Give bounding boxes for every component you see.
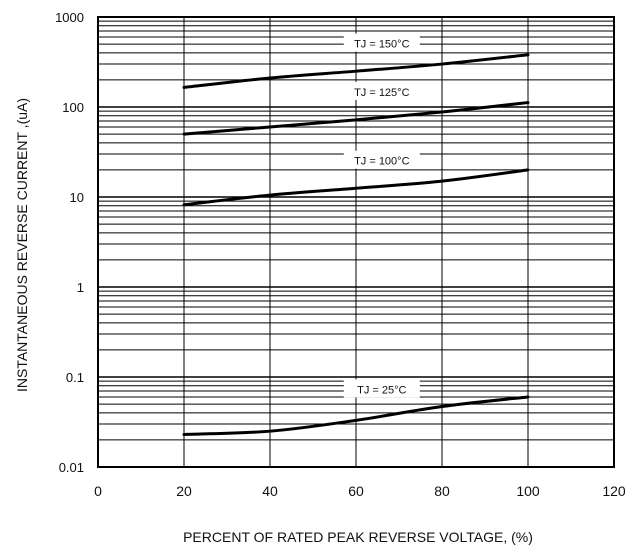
- y-tick-label: 100: [62, 100, 84, 115]
- x-axis-title: PERCENT OF RATED PEAK REVERSE VOLTAGE, (…: [183, 529, 533, 545]
- series-line: [182, 168, 530, 207]
- x-tick-label: 40: [262, 483, 278, 499]
- series-label-background: [343, 81, 420, 100]
- series-label-background: [343, 379, 420, 398]
- series-label-background: [343, 33, 420, 52]
- series-line: [182, 395, 530, 436]
- y-tick-label: 1: [77, 280, 84, 295]
- x-tick-label: 100: [516, 483, 540, 499]
- x-tick-label: 60: [348, 483, 364, 499]
- series-label-background: [343, 150, 420, 169]
- x-tick-label: 0: [94, 483, 102, 499]
- series-lines: [182, 53, 530, 436]
- plot-area-frame: [97, 16, 615, 468]
- x-tick-label: 120: [602, 483, 626, 499]
- series-label: TJ = 25°C: [357, 384, 406, 396]
- series-line: [182, 101, 530, 136]
- series-line: [182, 53, 530, 89]
- x-tick-label: 20: [176, 483, 192, 499]
- tick-labels: 0 20 40 60 80 100 120 0.01 0.1 1 10 100 1000: [55, 10, 626, 499]
- series-label: TJ = 125°C: [354, 87, 410, 99]
- y-tick-label: 0.1: [66, 370, 84, 385]
- series-label: TJ = 100°C: [354, 156, 410, 168]
- y-tick-label: 10: [70, 190, 84, 205]
- x-tick-label: 80: [434, 483, 450, 499]
- y-tick-label: 1000: [55, 10, 84, 25]
- y-axis-title: INSTANTANEOUS REVERSE CURRENT ,(uA): [14, 98, 30, 392]
- series-label: TJ = 150°C: [354, 39, 410, 51]
- y-tick-label: 0.01: [59, 460, 84, 475]
- series-labels: TJ = 150°C TJ = 125°C TJ = 100°C TJ = 25°C: [343, 33, 420, 398]
